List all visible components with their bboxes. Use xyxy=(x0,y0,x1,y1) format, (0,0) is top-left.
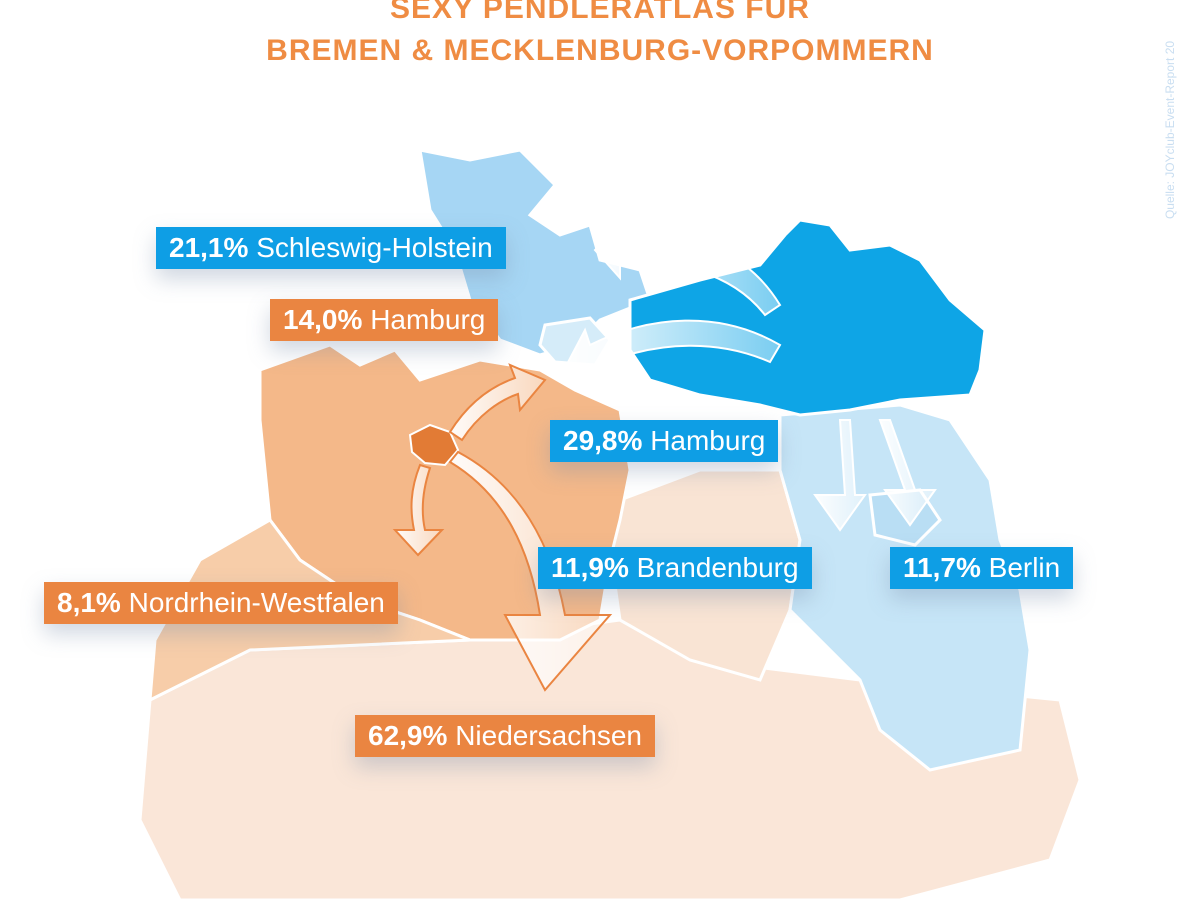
bremen-hamburg-destination: Hamburg xyxy=(370,304,486,335)
mv-hamburg-percent: 29,8% xyxy=(563,425,643,456)
bremen-niedersachsen-destination: Niedersachsen xyxy=(455,720,642,751)
mv-berlin-destination: Berlin xyxy=(988,552,1061,583)
bremen-nrw-percent: 8,1% xyxy=(57,587,121,618)
mv-schleswig-holstein-percent: 21,1% xyxy=(169,232,249,263)
mv-schleswig-holstein-destination: Schleswig-Holstein xyxy=(256,232,493,263)
mv-hamburg-destination: Hamburg xyxy=(650,425,766,456)
mv-arrows xyxy=(563,222,937,532)
title-line-2: BREMEN & MECKLENBURG-VORPOMMERN xyxy=(266,34,934,67)
label-mv-berlin: 11,7% Berlin xyxy=(890,547,1074,589)
bremen-nrw-destination: Nordrhein-Westfalen xyxy=(128,587,385,618)
label-mv-brandenburg: 11,9% Brandenburg xyxy=(538,547,812,589)
bremen-hamburg-percent: 14,0% xyxy=(283,304,363,335)
label-bremen-nordrhein-westfalen: 8,1% Nordrhein-Westfalen xyxy=(44,582,398,624)
label-mv-hamburg: 29,8% Hamburg xyxy=(550,420,779,462)
region-mecklenburg-vorpommern xyxy=(628,218,987,417)
mv-berlin-percent: 11,7% xyxy=(903,552,981,583)
bremen-arrows xyxy=(392,363,613,692)
bremen-niedersachsen-percent: 62,9% xyxy=(368,720,448,751)
label-bremen-hamburg: 14,0% Hamburg xyxy=(270,299,499,341)
label-bremen-niedersachsen: 62,9% Niedersachsen xyxy=(355,715,655,757)
mv-brandenburg-destination: Brandenburg xyxy=(636,552,799,583)
mv-brandenburg-percent: 11,9% xyxy=(551,552,629,583)
title-line-1: SEXY PENDLERATLAS FÜR xyxy=(390,0,810,25)
label-mv-schleswig-holstein: 21,1% Schleswig-Holstein xyxy=(156,227,506,269)
region-bremen xyxy=(408,423,460,467)
